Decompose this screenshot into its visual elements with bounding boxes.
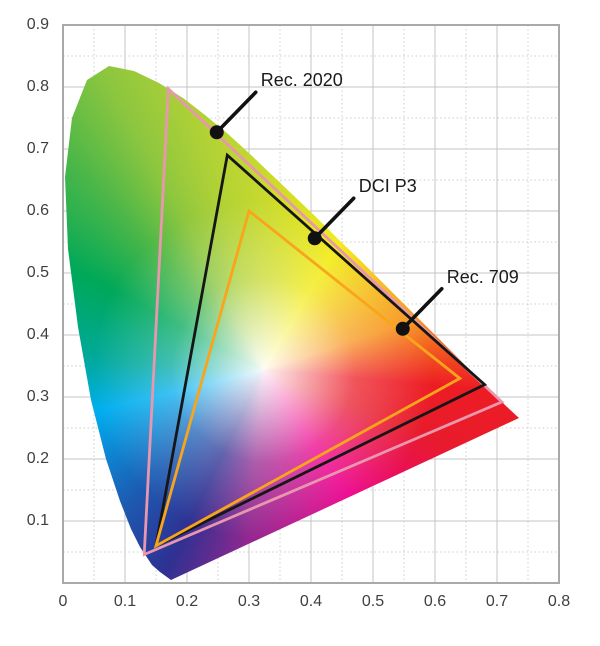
callout-dot-rec-709: [395, 321, 410, 336]
y-tick-0-7: 0.7: [26, 140, 49, 157]
gamut-triangle-rec-2020: [142, 85, 505, 557]
x-tick-0: 0: [58, 593, 68, 610]
y-tick-0-8: 0.8: [26, 78, 49, 95]
callout-pointer-dci-p3: [312, 196, 356, 241]
y-tick-0-2: 0.2: [26, 450, 49, 467]
callout-pointer-rec-709: [400, 286, 444, 331]
callout-dot-dci-p3: [307, 231, 322, 246]
x-tick-0-2: 0.2: [175, 593, 199, 610]
y-tick-0-6: 0.6: [26, 202, 49, 219]
callout-label-dci-p3: DCI P3: [358, 176, 417, 197]
x-tick-0-3: 0.3: [237, 593, 261, 610]
x-tick-0-6: 0.6: [423, 593, 447, 610]
callout-label-rec-2020: Rec. 2020: [260, 70, 343, 91]
gamut-triangle-rec-709: [153, 208, 463, 549]
y-tick-0-4: 0.4: [26, 326, 49, 343]
callout-pointer-rec-2020: [214, 90, 258, 135]
x-tick-0-7: 0.7: [485, 593, 509, 610]
y-tick-0-9: 0.9: [26, 16, 49, 33]
callout-label-rec-709: Rec. 709: [446, 266, 519, 287]
gamut-triangle-dci-p3: [154, 152, 488, 549]
y-tick-0-1: 0.1: [26, 512, 49, 529]
x-tick-0-8: 0.8: [547, 593, 571, 610]
x-tick-0-4: 0.4: [299, 593, 323, 610]
x-tick-0-5: 0.5: [361, 593, 385, 610]
y-tick-0-5: 0.5: [26, 264, 49, 281]
plot-border: [62, 24, 560, 584]
callout-dot-rec-2020: [209, 125, 224, 140]
x-tick-0-1: 0.1: [113, 593, 137, 610]
y-tick-0-3: 0.3: [26, 388, 49, 405]
